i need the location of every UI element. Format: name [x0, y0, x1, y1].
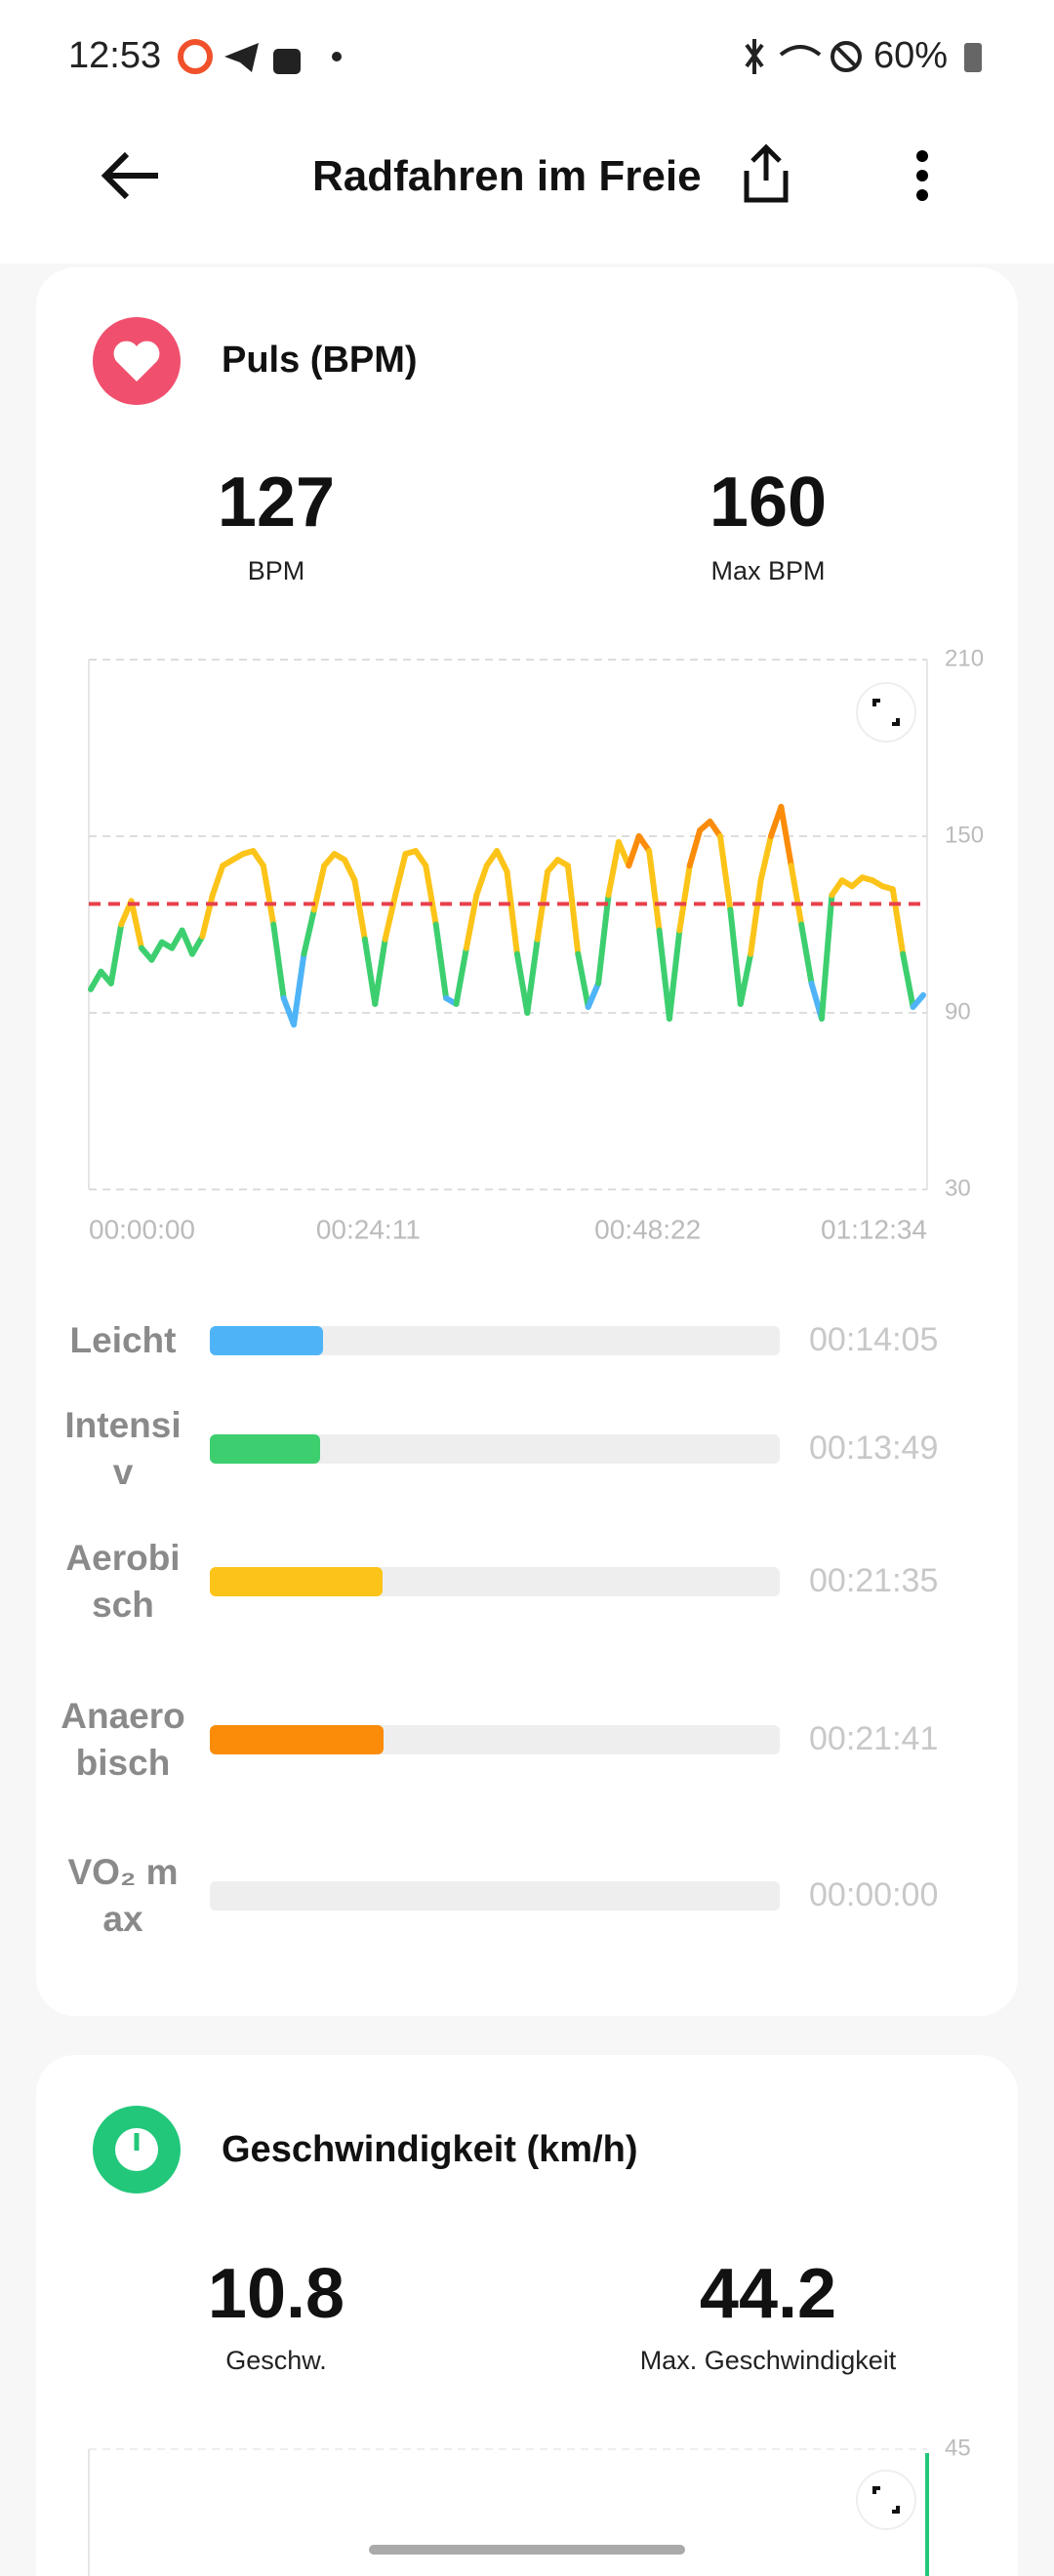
zone-label: Leicht [69, 1320, 177, 1360]
zone-track [210, 1881, 780, 1911]
speed-icon [93, 2106, 181, 2194]
heart-rate-card [36, 267, 1018, 2016]
zone-label: Anaerobisch [61, 1696, 185, 1783]
zone-label: VO₂ max [67, 1852, 179, 1939]
status-time: 12:53 [68, 35, 162, 76]
avg-speed: 10.8 [207, 2255, 345, 2333]
speed-title: Geschwindigkeit (km/h) [222, 2129, 638, 2170]
back-button[interactable] [98, 146, 166, 205]
max-bpm-label: Max BPM [710, 556, 826, 585]
zone-bar [210, 1567, 384, 1596]
status-icons [178, 39, 342, 74]
battery-icon [964, 43, 982, 72]
zone-time: 00:21:35 [809, 1562, 939, 1599]
zone-label: Aerobisch [65, 1538, 181, 1625]
zone-bar [210, 1326, 323, 1355]
home-indicator [369, 2545, 685, 2555]
zone-bar [210, 1434, 321, 1464]
y-tick-label: 45 [945, 2435, 971, 2461]
zone-bar [210, 1725, 384, 1754]
avg-bpm: 127 [217, 463, 336, 542]
heart-rate-title: Puls (BPM) [222, 340, 418, 381]
zone-time: 00:00:00 [809, 1876, 939, 1913]
max-speed-label: Max. Geschwindigkeit [639, 2346, 897, 2375]
avg-speed-label: Geschw. [225, 2346, 327, 2375]
avg-bpm-label: BPM [247, 556, 305, 585]
heart-icon [93, 317, 181, 405]
zone-label: Intensiv [64, 1405, 182, 1492]
share-button[interactable] [737, 141, 795, 206]
page-title: Radfahren im Freie [312, 152, 702, 200]
speed-card [36, 2055, 1018, 2576]
max-speed: 44.2 [699, 2255, 837, 2333]
max-bpm: 160 [709, 463, 828, 542]
more-button[interactable] [903, 148, 942, 203]
zone-time: 00:13:49 [809, 1429, 939, 1467]
battery: 60% [873, 35, 949, 76]
zone-time: 00:21:41 [809, 1720, 939, 1757]
speed-chart: 45 [88, 2435, 971, 2576]
top-bar [0, 0, 1054, 263]
zone-time: 00:14:05 [809, 1321, 939, 1358]
status-system-icons [745, 39, 862, 74]
